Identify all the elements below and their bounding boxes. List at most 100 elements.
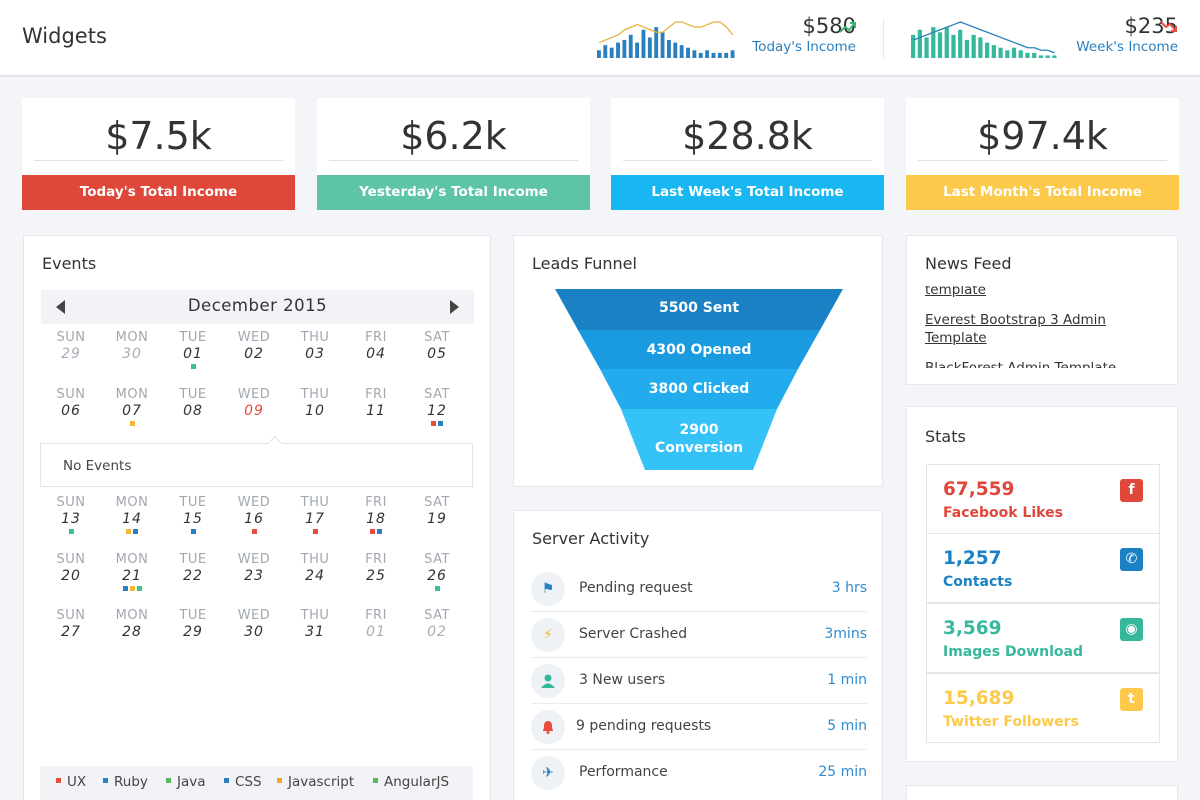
stat-contacts[interactable]: 1,257 Contacts ✆ [926,533,1160,603]
funnel-stage-opened [578,330,820,369]
kpi-yesterday: $6.2k Yesterday's Total Income [317,98,590,210]
activity-row[interactable]: ⚡ Server Crashed 3mins [531,612,867,658]
legend-swatch [103,777,108,783]
calendar-day[interactable]: FRI 04 [346,330,406,370]
calendar-day[interactable]: WED 16 [224,495,284,535]
no-events-box: No Events [40,435,473,487]
stat-label: Facebook Likes [943,505,1063,521]
calendar-day[interactable]: THU 17 [285,495,345,535]
calendar-day[interactable]: TUE 08 [163,387,223,427]
calendar-day[interactable]: MON 30 [102,330,162,370]
kpi-value: $28.8k [682,114,813,158]
calendar-day[interactable]: SAT 26 [407,552,467,592]
calendar-day[interactable]: THU 24 [285,552,345,592]
calendar-day[interactable]: WED 30 [224,608,284,648]
day-name: THU [300,608,330,623]
activity-time: 3 hrs [831,580,867,596]
calendar-day[interactable]: TUE 22 [163,552,223,592]
calendar-day[interactable]: MON 21 [102,552,162,592]
calendar-day[interactable]: MON 07 [102,387,162,427]
activity-row[interactable]: 9 pending requests 5 min [531,704,867,750]
news-item-link[interactable]: Template [925,330,987,346]
event-dots [102,586,162,592]
day-name: TUE [179,387,207,402]
sparkline-bar [698,52,703,58]
event-dot [312,529,318,534]
calendar-day[interactable]: SUN 27 [41,608,101,648]
calendar-day[interactable]: SAT 02 [407,608,467,648]
event-dots [407,586,467,592]
event-dots [224,364,284,370]
calendar-day[interactable]: THU 03 [285,330,345,370]
sparkline-bar [937,32,943,58]
activity-text: 3 New users [579,672,666,688]
activity-row[interactable]: 3 New users 1 min [531,658,867,704]
news-item-link[interactable]: Everest Bootstrap 3 Admin [925,312,1106,328]
calendar-day[interactable]: SUN 13 [41,495,101,535]
flag-icon: ⚑ [531,572,565,606]
day-number: 09 [244,403,264,419]
kpi-label: Yesterday's Total Income [317,175,590,210]
day-name: SUN [56,387,86,402]
today-income-widget: $580 Today's Income [752,14,856,55]
calendar-day[interactable]: MON 14 [102,495,162,535]
calendar-day[interactable]: SUN 06 [41,387,101,427]
activity-row[interactable]: ⚑ Pending request 3 hrs [531,566,867,612]
sparkline-bar [958,29,963,58]
calendar-day[interactable]: TUE 29 [163,608,223,648]
calendar-day[interactable]: SAT 05 [407,330,467,370]
today-income-sparkline [597,21,735,58]
next-month-icon[interactable] [450,300,459,314]
event-dots [285,642,345,648]
calendar-day[interactable]: SAT 12 [407,387,467,427]
sparkline-bar [924,37,929,58]
prev-month-icon[interactable] [56,300,65,314]
calendar-day[interactable]: FRI 18 [346,495,406,535]
stat-twitter-followers[interactable]: 15,689 Twitter Followers t [926,673,1160,743]
calendar-day[interactable]: WED 09 [224,387,284,427]
day-name: TUE [179,552,207,567]
legend-item: AngularJS [373,774,449,790]
kpi-label: Last Month's Total Income [906,175,1179,210]
calendar-day[interactable]: TUE 15 [163,495,223,535]
calendar-day[interactable]: SUN 20 [41,552,101,592]
news-item-link[interactable]: template [925,286,986,298]
calendar-day[interactable]: FRI 01 [346,608,406,648]
activity-time: 1 min [827,672,867,688]
sparkline-bar [660,32,665,58]
sparkline-bar [686,47,690,58]
stats-title: Stats [925,427,966,446]
activity-text: Performance [579,764,668,780]
calendar-day[interactable]: THU 10 [285,387,345,427]
calendar-day[interactable]: MON 28 [102,608,162,648]
day-name: MON [115,608,149,623]
github-icon: ◉ [1120,618,1143,641]
calendar-day[interactable]: WED 02 [224,330,284,370]
legend-swatch [373,777,378,783]
sparkline-bar [679,45,684,58]
events-title: Events [42,254,97,273]
stats-panel: Stats 67,559 Facebook Likes f 1,257 Cont… [906,406,1178,762]
header-bar: Widgets $580 Today's Income $235 Week's … [0,0,1200,77]
legend-label: CSS [235,774,262,790]
day-number: 02 [427,624,447,640]
calendar-week-row: SUN 06 MON 07 TUE 08 WED 09 THU 10 FRI 11 SAT 12 [41,387,474,437]
activity-row[interactable]: ✈ Performance 25 min [531,750,867,796]
news-feed-list[interactable]: template Everest Bootstrap 3 Admin Templ… [907,286,1177,368]
event-dots [285,421,345,427]
sparkline-bar [1025,52,1030,58]
calendar-day[interactable]: THU 31 [285,608,345,648]
activity-text: 9 pending requests [576,718,712,734]
stat-images-download[interactable]: 3,569 Images Download ◉ [926,603,1160,673]
news-item-link[interactable]: BlackForest Admin Template [925,360,1117,368]
calendar-day[interactable]: TUE 01 [163,330,223,370]
calendar-day[interactable]: WED 23 [224,552,284,592]
calendar-day[interactable]: SUN 29 [41,330,101,370]
calendar-day[interactable]: SAT 19 [407,495,467,535]
stat-facebook-likes[interactable]: 67,559 Facebook Likes f [926,464,1160,534]
calendar-day[interactable]: FRI 25 [346,552,406,592]
event-dot [136,586,142,591]
calendar-day[interactable]: FRI 11 [346,387,406,427]
kpi-value: $6.2k [400,114,507,158]
funnel-stage-conversion [621,409,777,470]
